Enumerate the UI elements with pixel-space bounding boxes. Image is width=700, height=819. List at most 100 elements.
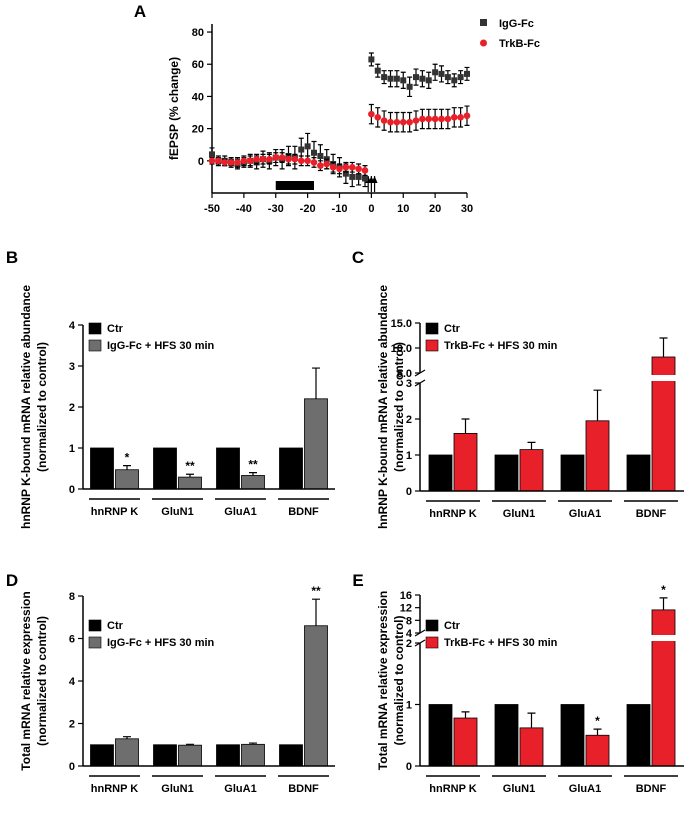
data-point (311, 149, 317, 156)
legend-label: Ctr (107, 323, 124, 335)
x-tick-label: -50 (204, 203, 220, 215)
data-point (374, 114, 382, 121)
y-axis-label: hnRNP K-bound mRNA relative abundance (19, 285, 33, 529)
error-bar (659, 337, 668, 357)
data-point (278, 154, 286, 161)
category-label: BDNF (288, 783, 319, 795)
legend-swatch (425, 636, 439, 649)
error-bar (593, 728, 602, 736)
legend-label: IgG-Fc + HFS 30 min (107, 637, 215, 649)
legend-label: Ctr (107, 620, 124, 632)
bar (494, 454, 519, 492)
y-tick-label: 12 (400, 603, 412, 615)
data-point (355, 173, 362, 180)
data-point (444, 115, 452, 123)
data-point (463, 112, 471, 120)
y-tick-label: 1 (406, 450, 412, 462)
data-point (432, 69, 439, 76)
data-point (317, 162, 324, 169)
bar (453, 717, 478, 767)
bar (115, 469, 139, 490)
bar (241, 743, 265, 767)
significance-marker: * (595, 714, 600, 728)
error-bar (527, 712, 536, 728)
panel-label-e: E (352, 571, 363, 590)
data-point (412, 117, 420, 124)
significance-marker: * (661, 583, 666, 597)
panel-b: 0 1 2 3 4 hnRNP K-bound mRNA relative abundan… (19, 285, 335, 529)
legend-label: IgG-Fc (499, 18, 534, 30)
panel-label-a: A (134, 2, 146, 21)
y-tick-label: 8 (406, 615, 412, 627)
category-label: BDNF (636, 783, 667, 795)
y-tick-label: 40 (192, 91, 204, 103)
data-point (348, 163, 356, 171)
data-point (342, 170, 349, 177)
data-point (362, 175, 368, 182)
x-tick-label: -30 (268, 203, 284, 215)
x-tick-label: -40 (236, 203, 252, 215)
error-bar (461, 418, 470, 434)
data-point (393, 118, 401, 126)
significance-marker: * (125, 451, 130, 465)
panel-a: 0 20 40 60 80 -50 -40 -30 -20 -10 0 10 20 30 fEPSP (% … (167, 18, 540, 215)
legend-swatch (425, 339, 439, 352)
bar-break-gap (651, 635, 676, 641)
y-tick-label: 4 (406, 628, 413, 640)
legend-marker (480, 39, 487, 47)
category-label: GluA1 (224, 506, 256, 518)
y-tick-label: 2 (69, 719, 75, 731)
bar (585, 420, 610, 492)
bar (560, 704, 585, 767)
significance-marker: ** (311, 584, 321, 598)
y-tick-label: 20 (192, 124, 204, 136)
category-label: GluN1 (503, 783, 535, 795)
data-point (413, 74, 419, 81)
data-point (317, 152, 324, 159)
error-bar (312, 598, 320, 626)
y-axis-sublabel: (normalized to control) (35, 342, 49, 472)
legend-label: TrkB-Fc + HFS 30 min (444, 637, 558, 649)
y-tick-label: 1 (406, 700, 412, 712)
data-point (368, 56, 375, 63)
category-label: GluN1 (161, 783, 193, 795)
y-tick-label: 4 (69, 320, 76, 332)
data-point (291, 155, 299, 163)
y-axis-label: Total mRNA relative expression (19, 591, 33, 770)
category-label: BDNF (288, 506, 319, 518)
error-bar (186, 473, 194, 478)
data-point (304, 143, 311, 150)
y-tick-label: 3 (406, 378, 412, 390)
x-tick-label: 10 (397, 203, 409, 215)
error-bar (249, 472, 257, 476)
bar (153, 447, 177, 490)
data-point (361, 167, 369, 174)
panel-d: 0 2 4 6 8 Total mRNA relative expression (norm… (19, 584, 335, 795)
x-tick-label: 30 (461, 203, 473, 215)
y-axis-sublabel: (normalized to control) (392, 342, 406, 472)
y-axis-label: Total mRNA relative expression (376, 591, 390, 770)
y-tick-label: 5.0 (397, 368, 412, 380)
data-point (387, 75, 394, 82)
error-bar (593, 389, 602, 421)
category-label: GluN1 (503, 508, 535, 520)
y-axis-label: hnRNP K-bound mRNA relative abundance (376, 285, 390, 529)
bar (90, 744, 114, 767)
data-point (406, 118, 413, 126)
x-tick-label: 20 (429, 203, 441, 215)
data-point (406, 83, 413, 90)
data-point (457, 114, 464, 121)
data-point (234, 159, 241, 166)
x-tick-label: -10 (332, 203, 348, 215)
y-tick-label: 3 (69, 361, 75, 373)
category-label: hnRNP K (91, 506, 139, 518)
y-tick-label: 0 (406, 486, 412, 498)
y-tick-label: 10.0 (391, 343, 412, 355)
y-tick-label: 0 (406, 761, 412, 773)
category-label: hnRNP K (429, 783, 477, 795)
y-tick-label: 6 (69, 634, 75, 646)
data-point (431, 115, 439, 123)
data-point (215, 157, 222, 165)
y-tick-label: 4 (69, 676, 76, 688)
